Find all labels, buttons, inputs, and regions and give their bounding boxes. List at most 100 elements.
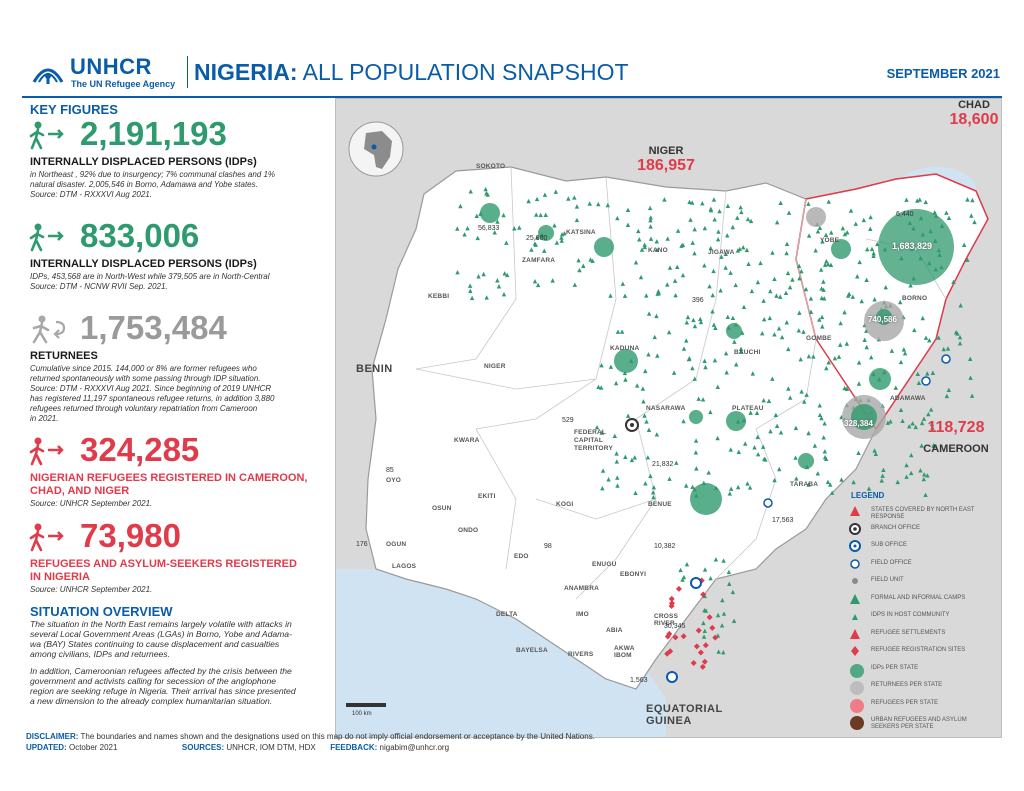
key-figures-panel: KEY FIGURES 2,191,193 INTERNALLY DISPLAC…: [28, 98, 334, 738]
idp-site-marker: [642, 413, 647, 418]
idp-site-marker: [688, 217, 693, 222]
state-bubbles: [480, 203, 954, 515]
idp-site-marker: [916, 380, 922, 386]
branch-office-abuja[interactable]: [625, 418, 639, 432]
idp-site-marker: [615, 483, 620, 488]
idp-bubble-taraba[interactable]: [798, 453, 814, 469]
idp-site-marker: [467, 283, 473, 288]
map-figure: 85: [386, 467, 394, 474]
returnee-bubble-yobe-north[interactable]: [806, 207, 826, 227]
idp-site-marker: [671, 370, 677, 375]
legend-item: IDPs PER STATE: [849, 663, 995, 679]
idp-bubble-yobe[interactable]: [831, 239, 851, 259]
idp-site-marker: [634, 383, 640, 388]
idp-site-marker: [710, 292, 715, 298]
idp-site-marker: [957, 334, 963, 340]
idp-site-marker: [868, 214, 873, 220]
idp-site-marker: [728, 270, 733, 275]
idp-site-marker: [970, 197, 975, 203]
idp-site-marker: [747, 485, 753, 490]
idp-site-marker: [645, 455, 651, 460]
idp-site-marker: [652, 334, 657, 340]
idp-site-marker: [458, 203, 463, 209]
state-label: OGUN: [386, 541, 407, 548]
idp-site-marker: [623, 377, 628, 382]
idp-site-marker: [596, 384, 601, 390]
idp-site-marker: [681, 346, 687, 351]
idp-bubble-katsina[interactable]: [594, 237, 614, 257]
idp-site-marker: [853, 221, 859, 226]
idp-site-marker: [817, 317, 822, 322]
map-figure: 529: [562, 417, 574, 424]
idp-site-marker: [744, 247, 750, 253]
idp-site-marker: [700, 200, 705, 206]
borno-idp-figure: 1,683,829: [892, 241, 933, 251]
idp-site-marker: [648, 218, 653, 223]
sub-office-calabar[interactable]: [666, 671, 678, 683]
idp-site-marker: [818, 267, 824, 272]
idp-site-marker: [534, 212, 539, 217]
idp-site-marker: [770, 250, 775, 255]
idp-site-marker: [723, 351, 729, 356]
idp-site-marker: [904, 197, 909, 202]
idp-bubble-adamawa[interactable]: [851, 404, 877, 430]
idp-site-marker: [763, 457, 768, 462]
state-label: OSUN: [432, 505, 452, 512]
field-office-taraba[interactable]: [763, 498, 773, 508]
idp-bubble-kaduna[interactable]: [614, 349, 638, 373]
refugee-person-icon: [29, 523, 64, 552]
map-figure: 56,833: [478, 225, 500, 232]
state-label: OYO: [386, 477, 402, 484]
idp-site-marker: [672, 278, 678, 283]
figure-desc-line: Source: DTM - RXXXVI Aug 2021.: [30, 190, 152, 199]
legend-item: REFUGEE SETTLEMENTS: [849, 628, 995, 644]
idp-site-marker: [655, 353, 660, 358]
idp-site-marker: [861, 217, 866, 223]
state-label: LAGOS: [392, 563, 417, 570]
idp-site-marker: [643, 368, 648, 374]
idp-site-marker: [605, 202, 610, 208]
field-office-maiduguri[interactable]: [941, 354, 951, 364]
nigeria-map[interactable]: NIGER 186,957 CHAD 18,600 118,728 CAMERO…: [335, 98, 1002, 738]
idp-site-marker: [700, 397, 706, 402]
idp-site-marker: [711, 197, 717, 202]
field-office-yola[interactable]: [921, 376, 931, 386]
refugee-site-marker: [666, 630, 673, 637]
idp-site-marker: [646, 311, 652, 316]
idp-site-marker: [651, 494, 656, 500]
state-label: KADUNA: [610, 345, 640, 352]
idp-site-marker: [721, 558, 726, 563]
idp-bubble-benue[interactable]: [690, 483, 722, 515]
idp-site-marker: [639, 247, 645, 252]
idp-bubble-bauchi[interactable]: [726, 323, 742, 339]
state-label: SOKOTO: [476, 163, 506, 170]
idp-bubble-gombe[interactable]: [869, 368, 891, 390]
idp-bubble-plateau[interactable]: [726, 411, 746, 431]
idp-bubble-sokoto[interactable]: [480, 203, 500, 223]
idp-bubble-nasarawa[interactable]: [689, 410, 703, 424]
idp-site-marker: [817, 412, 823, 418]
circle-red-icon: [849, 698, 865, 713]
figure-desc-line: refugees returned through voluntary repa…: [30, 404, 258, 413]
idp-site-marker: [968, 375, 973, 380]
idp-site-marker: [784, 250, 789, 256]
idp-site-marker: [783, 290, 789, 296]
idp-site-marker: [839, 477, 844, 482]
idp-bubble-zamfara[interactable]: [538, 225, 554, 241]
idp-bubble-borno-south[interactable]: [876, 309, 892, 325]
idp-site-marker: [907, 424, 912, 429]
idp-site-marker: [692, 376, 697, 381]
idp-site-marker: [702, 358, 707, 363]
idp-site-marker: [730, 224, 735, 230]
idp-bubble-borno[interactable]: [878, 209, 954, 285]
figure-label: REFUGEES AND ASYLUM-SEEKERS REGISTERED: [30, 558, 297, 570]
dot-grey-icon: [849, 575, 865, 589]
refugee-site-marker: [697, 649, 704, 656]
idp-site-marker: [778, 430, 784, 435]
idp-site-marker: [640, 386, 646, 391]
idp-site-marker: [803, 286, 809, 292]
idp-site-marker: [674, 460, 679, 465]
feedback-link[interactable]: nigabim@unhcr.org: [377, 743, 450, 752]
sub-office-ogoja[interactable]: [690, 577, 702, 589]
idp-site-marker: [825, 479, 831, 485]
